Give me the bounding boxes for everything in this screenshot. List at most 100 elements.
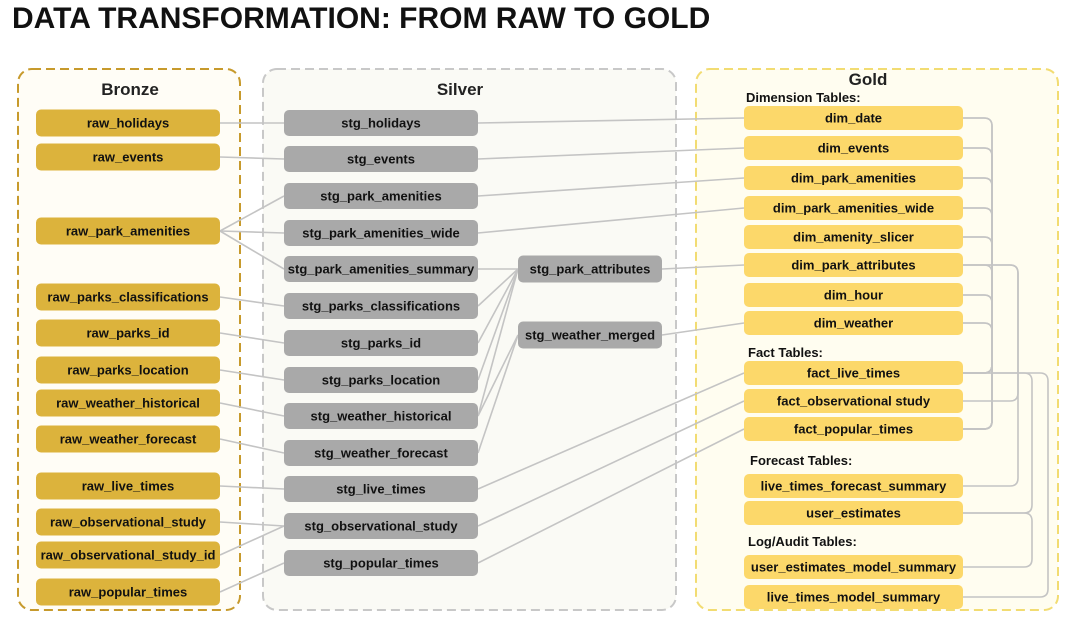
intermediate-node-label: stg_weather_merged: [525, 328, 655, 343]
connector-line: [219, 230, 285, 234]
intermediate-node-label: stg_park_attributes: [530, 262, 651, 277]
gold-connector: [963, 372, 1049, 598]
gold-node-box: [744, 501, 963, 525]
connector-line: [477, 334, 519, 417]
silver-node-label: stg_parks_classifications: [302, 299, 460, 314]
gold-node-label: fact_observational study: [777, 394, 931, 409]
silver-node-label: stg_weather_historical: [311, 409, 452, 424]
bronze-node-label: raw_weather_forecast: [60, 432, 197, 447]
bronze-node-label: raw_park_amenities: [66, 224, 190, 239]
connector-line: [219, 332, 285, 344]
bronze-node-label: raw_parks_location: [67, 363, 188, 378]
dimension-tables-heading: Dimension Tables:: [746, 90, 861, 105]
silver-node-box: [284, 293, 478, 319]
bronze-node-box: [36, 389, 220, 417]
bronze-node-label: raw_events: [93, 150, 164, 165]
silver-node-label: stg_parks_id: [341, 336, 421, 351]
gold-node-box: [744, 389, 963, 413]
gold-node-box: [744, 136, 963, 160]
bronze-node-label: raw_holidays: [87, 116, 169, 131]
bronze-node-label: raw_parks_id: [86, 326, 169, 341]
gold-node-label: dim_weather: [814, 316, 893, 331]
silver-node-box: [284, 513, 478, 539]
gold-node-box: [744, 585, 963, 609]
gold-node-label: dim_amenity_slicer: [793, 230, 914, 245]
connector-line: [477, 268, 519, 344]
fact-tables-heading: Fact Tables:: [748, 345, 823, 360]
connector-line: [661, 322, 745, 336]
connector-line: [219, 369, 285, 381]
silver-node-label: stg_park_amenities_summary: [288, 262, 475, 277]
connector-line: [219, 296, 285, 307]
connector-line: [477, 117, 745, 124]
connector-line: [219, 230, 285, 270]
gold-node-label: fact_popular_times: [794, 422, 913, 437]
gold-node-box: [744, 225, 963, 249]
page-title: DATA TRANSFORMATION: FROM RAW TO GOLD: [12, 2, 711, 35]
bronze-node-label: raw_popular_times: [69, 585, 188, 600]
silver-node-box: [284, 146, 478, 172]
silver-node-box: [284, 183, 478, 209]
gold-node-label: user_estimates_model_summary: [751, 560, 957, 575]
gold-node-label: dim_park_amenities_wide: [773, 201, 934, 216]
log-audit-tables-heading: Log/Audit Tables:: [748, 534, 857, 549]
gold-connector: [963, 512, 1033, 568]
gold-node-box: [744, 196, 963, 220]
bronze-panel-title: Bronze: [101, 80, 159, 99]
silver-node-box: [284, 367, 478, 393]
connector-line: [477, 400, 745, 527]
gold-node-box: [744, 283, 963, 307]
connector-lines: [219, 117, 1049, 598]
bronze-node-box: [36, 472, 220, 500]
connector-line: [477, 268, 519, 417]
bronze-node-box: [36, 541, 220, 569]
connector-line: [477, 147, 745, 160]
bronze-node-label: raw_observational_study_id: [41, 548, 216, 563]
connector-line: [477, 268, 519, 381]
connector-line: [219, 485, 285, 490]
silver-node-label: stg_observational_study: [304, 519, 458, 534]
forecast-tables-heading: Forecast Tables:: [750, 453, 852, 468]
intermediate-node-box: [518, 321, 662, 349]
silver-node-box: [284, 403, 478, 429]
silver-node-label: stg_park_amenities_wide: [302, 226, 460, 241]
bronze-node-box: [36, 283, 220, 311]
connector-line: [219, 156, 285, 160]
silver-node-label: stg_events: [347, 152, 415, 167]
bronze-node-box: [36, 578, 220, 606]
silver-node-box: [284, 476, 478, 502]
connector-line: [219, 195, 285, 232]
silver-node-label: stg_weather_forecast: [314, 446, 448, 461]
gold-node-label: dim_park_amenities: [791, 171, 916, 186]
connector-line: [219, 438, 285, 454]
silver-node-box: [284, 550, 478, 576]
silver-node-label: stg_live_times: [336, 482, 426, 497]
bronze-node-box: [36, 508, 220, 536]
connector-line: [219, 521, 285, 527]
connector-line: [477, 334, 519, 454]
gold-node-box: [744, 106, 963, 130]
silver-node-label: stg_popular_times: [323, 556, 439, 571]
bronze-node-box: [36, 109, 220, 137]
connector-line: [219, 562, 285, 593]
bronze-node-label: raw_observational_study: [50, 515, 207, 530]
silver-node-label: stg_parks_location: [322, 373, 441, 388]
connector-line: [477, 372, 745, 490]
gold-node-box: [744, 166, 963, 190]
connector-line: [477, 177, 745, 197]
silver-node-box: [284, 110, 478, 136]
connector-line: [477, 428, 745, 564]
connector-line: [219, 525, 285, 556]
silver-node-box: [284, 256, 478, 282]
gold-node-label: live_times_model_summary: [767, 590, 941, 605]
gold-connector: [963, 264, 1019, 487]
silver-panel-title: Silver: [437, 80, 484, 99]
gold-node-box: [744, 417, 963, 441]
silver-node-label: stg_park_amenities: [320, 189, 441, 204]
connector-line: [219, 402, 285, 417]
gold-node-box: [744, 474, 963, 498]
silver-node-box: [284, 220, 478, 246]
bronze-node-label: raw_weather_historical: [56, 396, 200, 411]
bronze-node-box: [36, 217, 220, 245]
